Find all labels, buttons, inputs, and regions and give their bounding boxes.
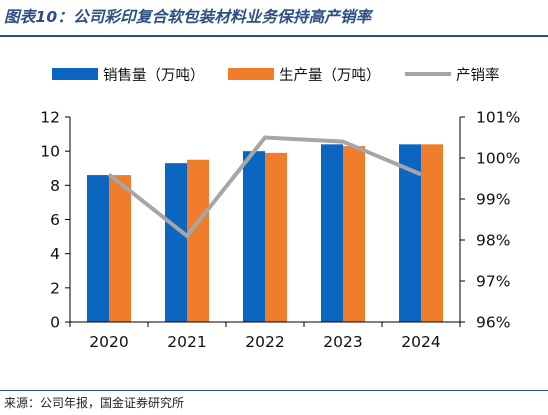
x-tick-2024: 2024 [401, 333, 440, 351]
y-left-tick-8: 8 [50, 177, 60, 195]
x-tick-2023: 2023 [323, 333, 362, 351]
y-right-tick-100: 100% [476, 150, 520, 168]
title-rule [0, 35, 548, 37]
bar-production-2023 [343, 146, 365, 322]
y-right-tick-98: 98% [476, 232, 510, 250]
bar-sales-2021 [165, 163, 187, 322]
x-tick-2020: 2020 [89, 333, 128, 351]
figure-title: 图表10：公司彩印复合软包装材料业务保持高产销率 [4, 8, 372, 26]
y-left-tick-0: 0 [50, 314, 60, 332]
source-rule [0, 390, 548, 391]
legend-swatch-sales [52, 68, 98, 80]
legend-label-sales: 销售量（万吨） [103, 67, 205, 84]
source-note: 来源：公司年报，国金证券研究所 [4, 396, 185, 410]
bar-production-2020 [109, 175, 131, 322]
y-left-tick-4: 4 [50, 245, 60, 263]
legend-swatch-production [228, 68, 274, 80]
bar-sales-2023 [321, 144, 343, 322]
bar-production-2021 [187, 159, 209, 322]
y-left-tick-2: 2 [50, 279, 60, 297]
x-tick-2022: 2022 [245, 333, 284, 351]
bar-sales-2022 [243, 151, 265, 322]
y-left-tick-6: 6 [50, 211, 60, 229]
y-left-tick-12: 12 [40, 109, 60, 127]
plot-area: 0 2 4 6 8 10 12 96% 97% 98% 99% 100% 101% 2020 2021 202… [40, 109, 520, 352]
x-tick-2021: 2021 [167, 333, 206, 351]
legend-label-rate: 产销率 [456, 67, 500, 84]
y-right-tick-101: 101% [476, 109, 520, 127]
bar-sales-2020 [87, 175, 109, 322]
y-right-tick-99: 99% [476, 191, 510, 209]
y-right-tick-96: 96% [476, 314, 510, 332]
bar-production-2024 [421, 144, 443, 322]
combo-chart: 销售量（万吨） 生产量（万吨） 产销率 0 2 4 6 8 10 12 96% 97% 98% 99… [40, 67, 520, 352]
bar-sales-2024 [399, 144, 421, 322]
bar-production-2022 [265, 152, 287, 322]
legend: 销售量（万吨） 生产量（万吨） 产销率 [52, 67, 500, 84]
legend-label-production: 生产量（万吨） [279, 67, 381, 84]
y-right-tick-97: 97% [476, 273, 510, 291]
y-left-tick-10: 10 [40, 143, 60, 161]
